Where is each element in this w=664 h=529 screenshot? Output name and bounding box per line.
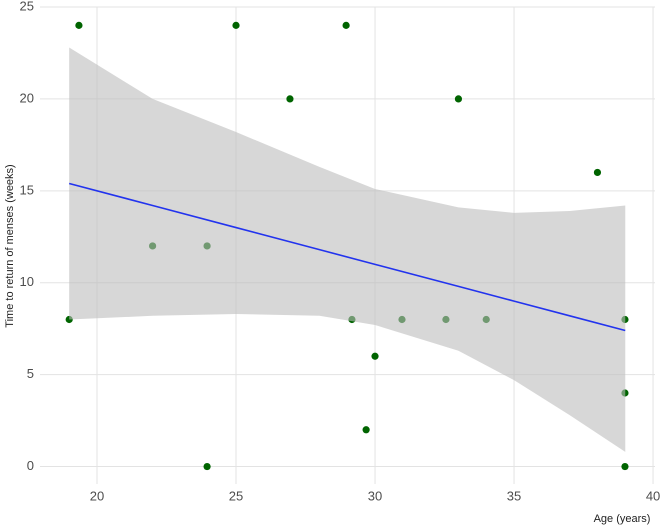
point <box>232 21 240 29</box>
y-tick-label: 15 <box>20 182 34 197</box>
fit-line <box>68 182 626 332</box>
x-tick-label: 20 <box>90 488 104 503</box>
y-tick-label: 25 <box>20 0 34 13</box>
point <box>75 21 83 29</box>
point <box>362 426 370 434</box>
x-tick-label: 30 <box>368 488 382 503</box>
point <box>621 462 629 471</box>
point <box>454 95 463 103</box>
x-tick-label: 40 <box>646 488 660 503</box>
confidence-band <box>69 47 626 452</box>
point <box>593 168 602 177</box>
y-axis-title: Time to return of menses (weeks) <box>4 164 16 327</box>
y-tick-label: 10 <box>20 274 34 289</box>
y-tick-label: 20 <box>20 90 34 105</box>
point <box>371 352 379 360</box>
point <box>286 95 294 103</box>
point <box>203 462 211 471</box>
x-tick-label: 35 <box>507 488 521 503</box>
y-tick-label: 5 <box>27 366 34 381</box>
x-tick-label: 25 <box>229 488 243 503</box>
x-axis-title: Age (years) <box>594 513 651 525</box>
y-tick-label: 0 <box>27 458 34 473</box>
point <box>342 21 350 29</box>
